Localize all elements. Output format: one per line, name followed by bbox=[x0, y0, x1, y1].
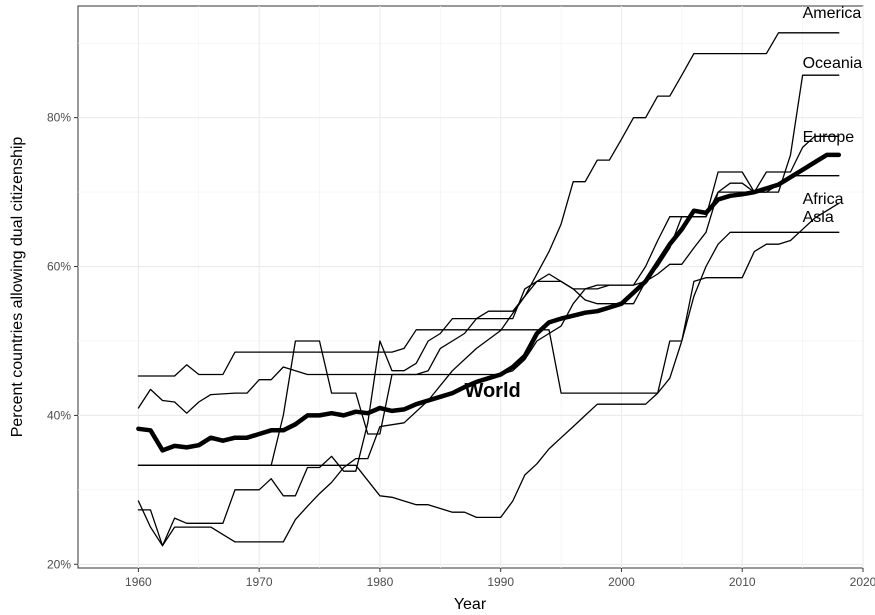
x-tick-label: 2020 bbox=[850, 575, 875, 589]
y-tick-label: 80% bbox=[47, 111, 71, 125]
y-axis-title: Percent countries allowing dual citizens… bbox=[9, 137, 26, 438]
y-tick-label: 20% bbox=[47, 557, 71, 571]
axis-ticks: 1960 1970 1980 1990 2000 2010 2020 20% 40% 60% 80% bbox=[47, 111, 875, 589]
label-europe: Europe bbox=[803, 129, 855, 146]
x-tick-label: 1970 bbox=[246, 575, 273, 589]
plot-panel bbox=[77, 5, 864, 569]
y-tick-label: 40% bbox=[47, 408, 71, 422]
series-line-oceania bbox=[137, 74, 840, 547]
label-world: World bbox=[464, 380, 520, 402]
x-tick-label: 2010 bbox=[729, 575, 756, 589]
label-africa: Africa bbox=[803, 191, 844, 208]
x-axis-title: Year bbox=[454, 596, 487, 613]
x-tick-label: 2000 bbox=[608, 575, 635, 589]
series-line-world bbox=[136, 152, 842, 453]
major-gridlines bbox=[78, 6, 864, 568]
series-line-asia bbox=[137, 202, 840, 394]
series-line-america bbox=[137, 32, 840, 547]
x-tick-label: 1990 bbox=[487, 575, 514, 589]
label-oceania: Oceania bbox=[803, 55, 863, 72]
series-line-unlabeled bbox=[137, 231, 840, 519]
label-america: America bbox=[803, 5, 862, 22]
x-tick-label: 1960 bbox=[125, 575, 152, 589]
y-tick-label: 60% bbox=[47, 260, 71, 274]
series-line-europe bbox=[137, 135, 840, 466]
label-asia: Asia bbox=[803, 209, 834, 226]
series-layer bbox=[136, 32, 842, 547]
x-tick-label: 1980 bbox=[367, 575, 394, 589]
